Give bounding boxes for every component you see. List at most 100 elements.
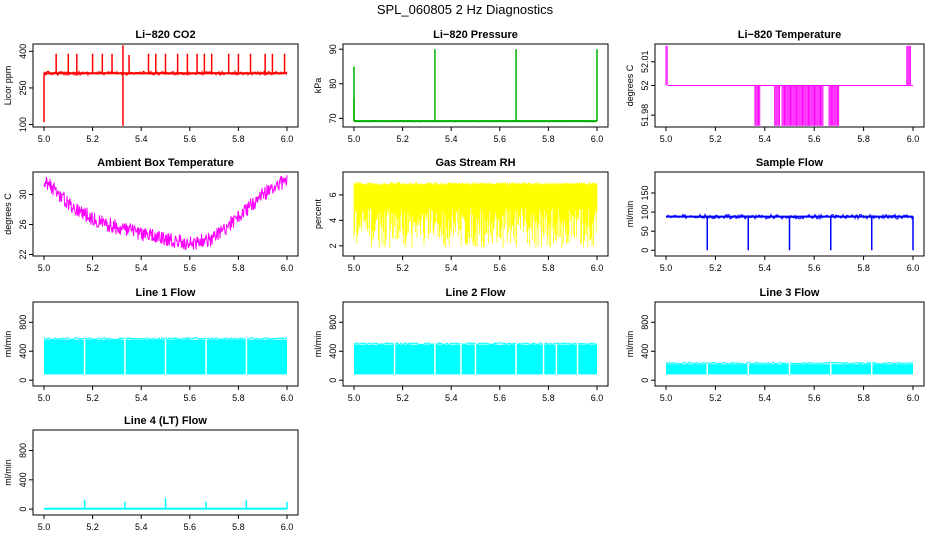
panel-sample_flow: Sample Flow 5.0 5.2 5.4 5.6 5.8 6.0 0 50 100 150 ml… xyxy=(625,157,925,273)
y-tick-label: 22 xyxy=(18,249,28,259)
y-tick-label: 100 xyxy=(18,117,28,132)
x-tick-label: 5.2 xyxy=(86,393,99,403)
y-axis-label: ml/min xyxy=(313,331,323,358)
x-tick-label: 5.8 xyxy=(857,134,870,144)
x-tick-label: 5.0 xyxy=(348,134,361,144)
x-tick-label: 5.8 xyxy=(857,393,870,403)
x-tick-label: 5.6 xyxy=(494,263,507,273)
series-line3 xyxy=(665,361,914,375)
x-tick-label: 5.2 xyxy=(86,522,99,532)
y-tick-label: 800 xyxy=(328,315,338,330)
y-tick-label: 51.98 xyxy=(640,104,650,127)
y-tick-label: 800 xyxy=(18,443,28,458)
y-axis-label: ml/min xyxy=(3,331,13,358)
x-tick-label: 5.0 xyxy=(38,263,51,273)
panel-line4: Line 4 (LT) Flow 5.0 5.2 5.4 5.6 5.8 6.0 0 400 80… xyxy=(3,415,299,532)
y-tick-label: 800 xyxy=(18,315,28,330)
x-tick-label: 5.2 xyxy=(396,263,409,273)
x-tick-label: 5.4 xyxy=(135,263,148,273)
plot-frame xyxy=(32,429,299,516)
x-tick-label: 5.0 xyxy=(348,263,361,273)
y-tick-label: 400 xyxy=(18,44,28,59)
series-co2 xyxy=(43,45,288,126)
y-tick-label: 250 xyxy=(18,80,28,95)
x-tick-label: 5.4 xyxy=(135,393,148,403)
series-line1 xyxy=(43,336,288,375)
y-tick-label: 150 xyxy=(640,185,650,200)
x-tick-label: 5.8 xyxy=(232,134,245,144)
x-tick-label: 5.4 xyxy=(445,393,458,403)
x-tick-label: 5.8 xyxy=(857,263,870,273)
panel-co2: Li−820 CO2 5.0 5.2 5.4 5.6 5.8 6.0 100 250 400 Lic… xyxy=(3,29,299,144)
y-tick-label: 800 xyxy=(640,315,650,330)
trace-line xyxy=(353,182,598,249)
y-tick-label: 0 xyxy=(18,378,28,383)
x-tick-label: 6.0 xyxy=(907,263,920,273)
y-axis-label: ml/min xyxy=(625,331,635,358)
y-tick-label: 0 xyxy=(18,507,28,512)
y-tick-label: 0 xyxy=(640,248,650,253)
x-tick-label: 5.6 xyxy=(184,134,197,144)
x-tick-label: 6.0 xyxy=(907,134,920,144)
panel-title: Li−820 Temperature xyxy=(738,29,841,41)
x-tick-label: 5.8 xyxy=(542,263,555,273)
plot-frame xyxy=(654,171,925,257)
y-axis-label: percent xyxy=(313,198,323,229)
x-tick-label: 5.0 xyxy=(660,263,673,273)
x-tick-label: 6.0 xyxy=(281,522,294,532)
x-tick-label: 5.2 xyxy=(709,134,722,144)
y-axis-label: kPa xyxy=(313,78,323,94)
y-tick-label: 70 xyxy=(328,113,338,123)
x-tick-label: 5.4 xyxy=(135,134,148,144)
y-tick-label: 50 xyxy=(640,226,650,236)
x-tick-label: 6.0 xyxy=(281,393,294,403)
x-tick-label: 5.4 xyxy=(759,134,772,144)
panel-title: Line 4 (LT) Flow xyxy=(124,415,207,427)
panel-title: Li−820 CO2 xyxy=(135,29,195,41)
panel-pressure: Li−820 Pressure 5.0 5.2 5.4 5.6 5.8 6.0 70 80 90 k… xyxy=(313,29,609,144)
x-tick-label: 5.6 xyxy=(184,263,197,273)
x-tick-label: 5.2 xyxy=(396,134,409,144)
x-tick-label: 5.0 xyxy=(38,134,51,144)
y-tick-label: 30 xyxy=(18,189,28,199)
x-tick-label: 5.2 xyxy=(396,393,409,403)
y-tick-label: 100 xyxy=(640,205,650,220)
x-tick-label: 5.4 xyxy=(445,134,458,144)
x-tick-label: 5.8 xyxy=(542,134,555,144)
x-tick-label: 5.4 xyxy=(759,393,772,403)
x-tick-label: 5.4 xyxy=(135,522,148,532)
x-tick-label: 5.8 xyxy=(542,393,555,403)
y-tick-label: 2 xyxy=(328,243,338,248)
x-tick-label: 5.6 xyxy=(808,263,821,273)
trace-line xyxy=(43,175,288,251)
panel-title: Gas Stream RH xyxy=(435,157,515,169)
series-line2 xyxy=(353,341,598,375)
x-tick-label: 5.4 xyxy=(759,263,772,273)
x-tick-label: 6.0 xyxy=(907,393,920,403)
x-tick-label: 6.0 xyxy=(281,263,294,273)
series-rh xyxy=(353,182,598,249)
y-tick-label: 0 xyxy=(640,378,650,383)
x-tick-label: 5.0 xyxy=(38,393,51,403)
plot-frame xyxy=(654,301,925,387)
y-tick-label: 6 xyxy=(328,192,338,197)
x-tick-label: 5.0 xyxy=(348,393,361,403)
x-tick-label: 5.6 xyxy=(494,393,507,403)
panel-line2: Line 2 Flow 5.0 5.2 5.4 5.6 5.8 6.0 0 400 800 ml/m… xyxy=(313,287,609,403)
x-tick-label: 5.2 xyxy=(709,393,722,403)
plot-frame xyxy=(32,171,299,257)
y-axis-label: degrees C xyxy=(625,64,635,106)
x-tick-label: 5.8 xyxy=(232,522,245,532)
y-tick-label: 52.01 xyxy=(640,51,650,74)
x-tick-label: 5.0 xyxy=(660,393,673,403)
panel-title: Ambient Box Temperature xyxy=(97,157,234,169)
panel-line1: Line 1 Flow 5.0 5.2 5.4 5.6 5.8 6.0 0 400 800 ml/m… xyxy=(3,287,299,403)
plot-frame xyxy=(32,43,299,128)
panel-title: Line 1 Flow xyxy=(136,287,196,299)
x-tick-label: 5.0 xyxy=(660,134,673,144)
x-tick-label: 5.8 xyxy=(232,263,245,273)
plot-frame xyxy=(32,301,299,387)
y-tick-label: 4 xyxy=(328,218,338,223)
y-axis-label: Licor ppm xyxy=(3,66,13,106)
series-box_temp xyxy=(43,175,288,251)
